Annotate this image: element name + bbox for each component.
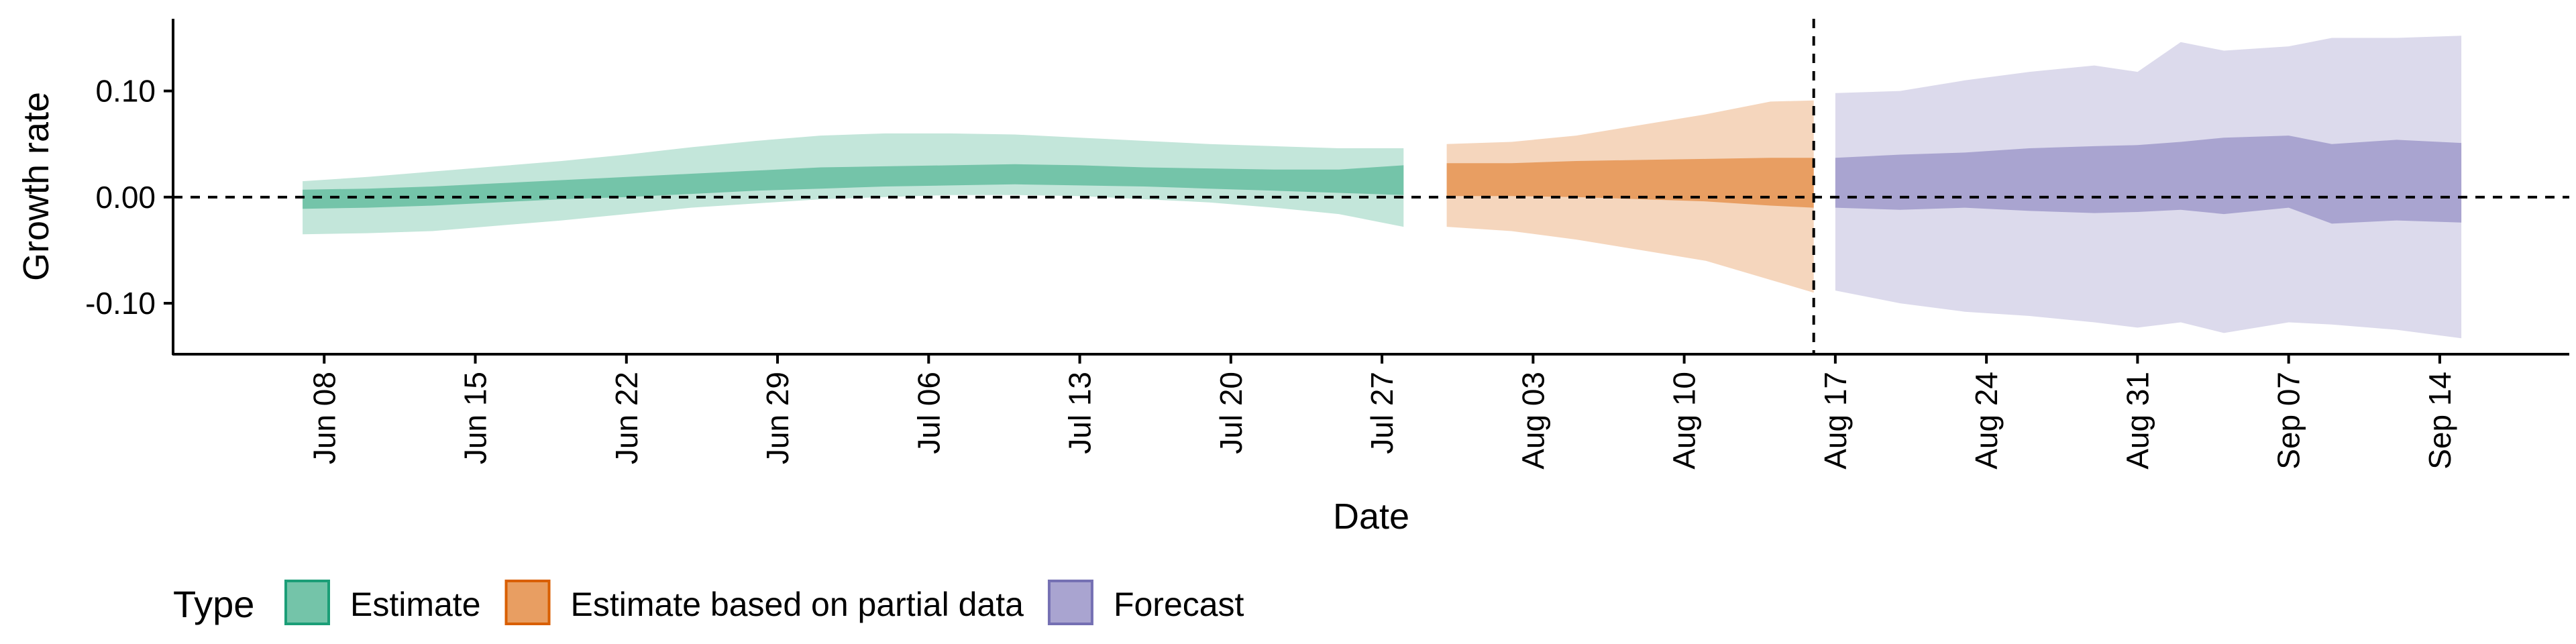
x-tick-label: Sep 14 (2422, 372, 2457, 470)
y-tick-label: 0.10 (95, 74, 156, 109)
estimate-based-on-partial-data-inner-band (1446, 158, 1814, 208)
x-tick-label: Aug 17 (1818, 372, 1853, 470)
legend: Type Estimate Estimate based on partial d… (173, 580, 1244, 625)
forecast-inner-band (1835, 136, 2462, 224)
legend-label-estimate-based-on-partial-data: Estimate based on partial data (571, 586, 1024, 623)
y-axis-title: Growth rate (16, 92, 56, 281)
x-axis-title: Date (1333, 496, 1409, 537)
y-tick-label: 0.00 (95, 180, 156, 215)
legend-swatch-estimate (284, 580, 330, 625)
x-tick-label: Aug 03 (1515, 372, 1550, 470)
legend-label-estimate: Estimate (350, 586, 481, 623)
x-tick-label: Jul 06 (911, 372, 946, 454)
y-tick-label: -0.10 (85, 286, 156, 321)
axes: 0.10 0.00 -0.10 Jun 08 Jun 15 Jun 22 Jun 29 Jul… (85, 19, 2569, 470)
x-tick-label: Aug 31 (2120, 372, 2155, 470)
x-tick-label: Aug 10 (1667, 372, 1702, 470)
x-tick-label: Jun 22 (609, 372, 644, 464)
x-tick-label: Aug 24 (1969, 372, 2004, 470)
legend-swatch-forecast (1047, 580, 1093, 625)
x-tick-label: Jun 29 (760, 372, 795, 464)
x-tick-label: Jul 13 (1063, 372, 1097, 454)
x-tick-label: Jul 20 (1214, 372, 1248, 454)
legend-title: Type (173, 583, 254, 625)
x-tick-label: Jul 27 (1364, 372, 1399, 454)
x-tick-label: Jun 15 (458, 372, 493, 464)
x-tick-label: Sep 07 (2271, 372, 2306, 470)
legend-swatch-estimate-based-on-partial-data (504, 580, 551, 625)
ribbon-layer (303, 36, 2462, 339)
reference-lines (173, 19, 2569, 354)
legend-label-forecast: Forecast (1114, 586, 1244, 623)
x-tick-label: Jun 08 (307, 372, 341, 464)
